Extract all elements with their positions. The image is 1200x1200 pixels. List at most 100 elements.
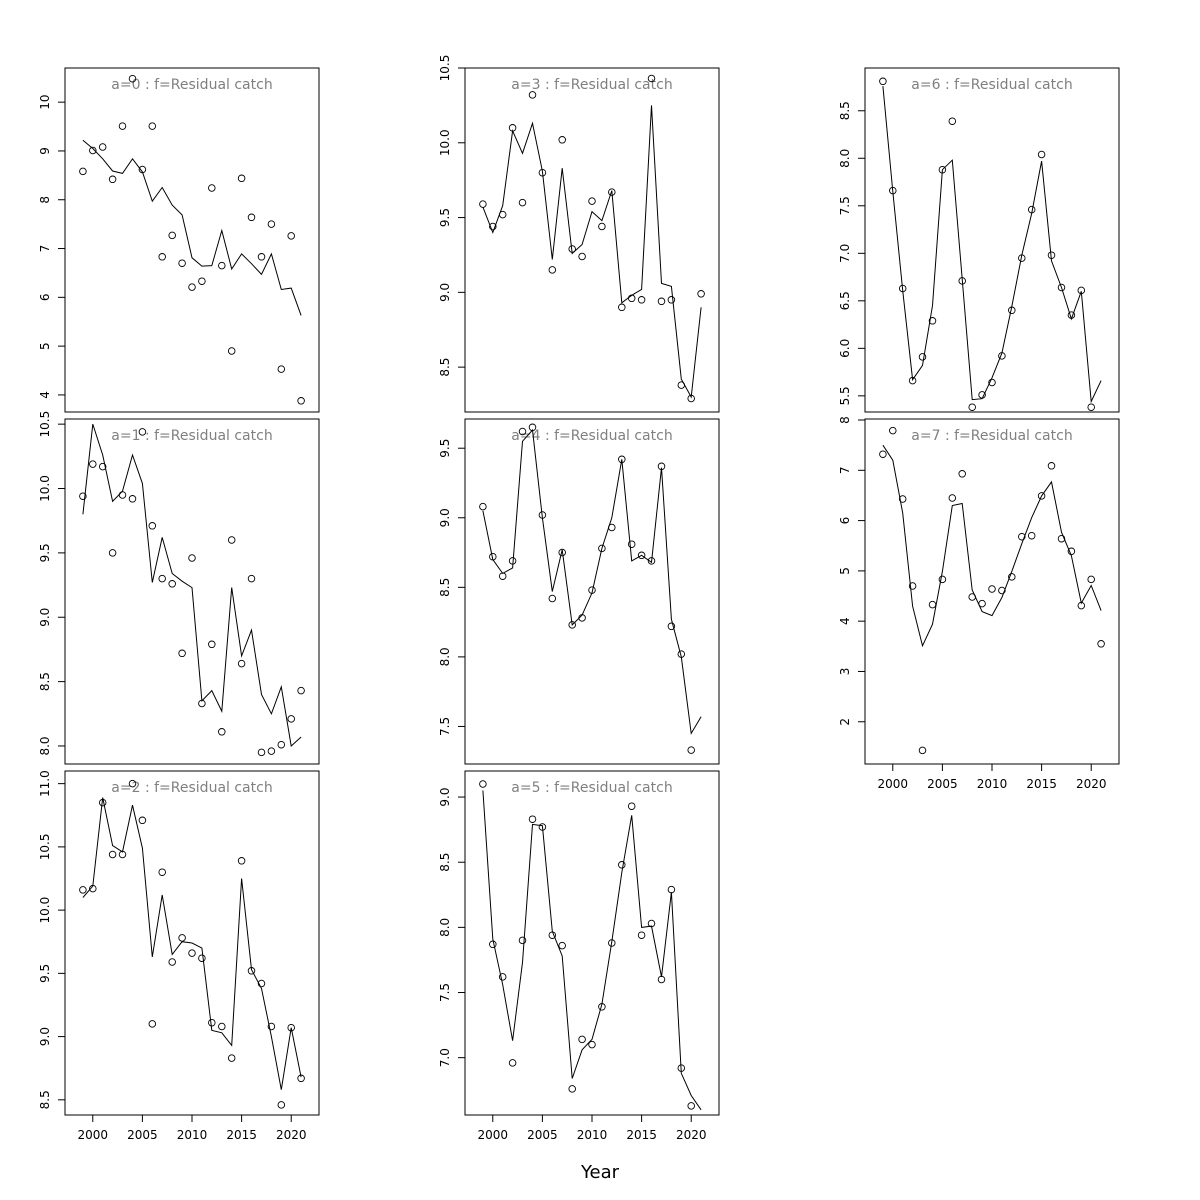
observed-point xyxy=(978,599,986,608)
observed-point xyxy=(1037,492,1046,500)
observed-point xyxy=(168,580,176,588)
observed-point xyxy=(697,290,705,298)
observed-point xyxy=(598,544,606,553)
observed-point xyxy=(148,522,157,530)
x-tick-label: 2015 xyxy=(1026,777,1057,791)
panel-title: a=4 : f=Residual catch xyxy=(511,428,672,444)
y-tick-label: 8 xyxy=(838,416,852,424)
panel-title: a=6 : f=Residual catch xyxy=(911,77,1072,93)
y-tick-label: 7 xyxy=(838,466,852,474)
observed-point xyxy=(558,941,566,950)
x-tick-label: 2005 xyxy=(127,1128,158,1142)
observed-point xyxy=(998,586,1006,595)
observed-point xyxy=(618,861,626,869)
observed-point xyxy=(608,188,616,196)
y-tick-label: 8.0 xyxy=(38,736,52,755)
panel-title: a=5 : f=Residual catch xyxy=(511,780,672,796)
observed-point xyxy=(1008,306,1016,315)
observed-point xyxy=(158,574,166,583)
observed-point xyxy=(508,124,517,132)
x-tick-label: 2005 xyxy=(927,777,958,791)
observed-point xyxy=(227,1054,236,1062)
observed-point xyxy=(608,523,616,532)
observed-point xyxy=(1018,532,1026,541)
observed-point xyxy=(558,548,566,557)
observed-point xyxy=(118,850,127,859)
observed-point xyxy=(1057,283,1066,292)
observed-point xyxy=(498,572,507,580)
fitted-line xyxy=(482,428,702,735)
observed-point xyxy=(168,231,176,240)
observed-point xyxy=(178,259,186,267)
observed-point xyxy=(1087,403,1095,411)
observed-point xyxy=(958,470,966,478)
observed-point xyxy=(198,699,206,708)
observed-point xyxy=(489,552,497,561)
y-tick-label: 8.5 xyxy=(438,358,452,377)
x-tick-label: 2000 xyxy=(78,1128,109,1142)
observed-point xyxy=(958,277,966,285)
panel-a-2: 8.5 9.0 9.5 10.0 10.5 11.0 2000 2005 2010 2015 202… xyxy=(38,770,320,1142)
y-tick-label: 9.0 xyxy=(38,608,52,627)
observed-point xyxy=(528,423,537,432)
observed-point xyxy=(479,200,487,208)
observed-point xyxy=(518,198,527,207)
observed-point xyxy=(128,779,137,788)
observed-point xyxy=(1027,531,1036,540)
observed-point xyxy=(598,1003,606,1011)
y-tick-label: 10.5 xyxy=(38,411,52,438)
observed-point xyxy=(1087,575,1095,584)
observed-point xyxy=(667,885,676,894)
observed-point xyxy=(928,600,937,609)
y-tick-label: 5 xyxy=(38,342,52,350)
observed-point xyxy=(1047,251,1056,259)
observed-point xyxy=(568,245,576,253)
panel-frame xyxy=(64,418,320,765)
observed-point xyxy=(138,165,147,174)
observed-point xyxy=(498,210,507,219)
observed-point xyxy=(548,594,557,603)
observed-point xyxy=(227,347,236,355)
observed-point xyxy=(637,931,646,939)
panel-a-0: 4 5 6 7 8 9 10 a=0 : f=Residual catch xyxy=(38,67,320,413)
y-tick-label: 6.0 xyxy=(838,339,852,358)
observed-point xyxy=(938,575,947,584)
observed-point xyxy=(1067,311,1076,319)
observed-point xyxy=(118,491,127,499)
observed-point xyxy=(508,557,517,565)
observed-point xyxy=(158,253,166,261)
y-tick-label: 4 xyxy=(38,391,52,399)
observed-point xyxy=(287,232,295,240)
observed-point xyxy=(1027,205,1036,214)
y-tick-label: 9.5 xyxy=(38,964,52,983)
x-tick-label: 2005 xyxy=(527,1128,558,1142)
panel-frame xyxy=(464,67,720,413)
observed-point xyxy=(667,622,676,631)
observed-point xyxy=(988,378,996,387)
observed-point xyxy=(1067,547,1076,556)
observed-point xyxy=(168,958,176,966)
x-tick-label: 2020 xyxy=(676,1128,707,1142)
observed-point xyxy=(518,427,527,436)
y-tick-label: 9.0 xyxy=(438,283,452,302)
observed-point xyxy=(188,283,196,291)
y-tick-label: 8.0 xyxy=(438,647,452,666)
observed-point xyxy=(598,222,606,231)
observed-point xyxy=(948,494,957,502)
y-tick-label: 10 xyxy=(38,95,52,110)
y-tick-label: 11.0 xyxy=(38,770,52,797)
observed-point xyxy=(528,91,537,99)
y-tick-label: 6.5 xyxy=(838,291,852,310)
x-tick-label: 2015 xyxy=(226,1128,257,1142)
observed-point xyxy=(267,1022,276,1031)
y-tick-label: 10.0 xyxy=(38,897,52,924)
observed-point xyxy=(938,165,947,174)
observed-point xyxy=(898,495,907,503)
observed-point xyxy=(908,582,917,590)
y-tick-label: 2 xyxy=(838,718,852,726)
observed-point xyxy=(218,1022,226,1031)
y-tick-label: 7.5 xyxy=(838,196,852,215)
y-tick-label: 7 xyxy=(38,245,52,253)
y-tick-label: 10.0 xyxy=(38,475,52,502)
observed-point xyxy=(667,296,676,304)
